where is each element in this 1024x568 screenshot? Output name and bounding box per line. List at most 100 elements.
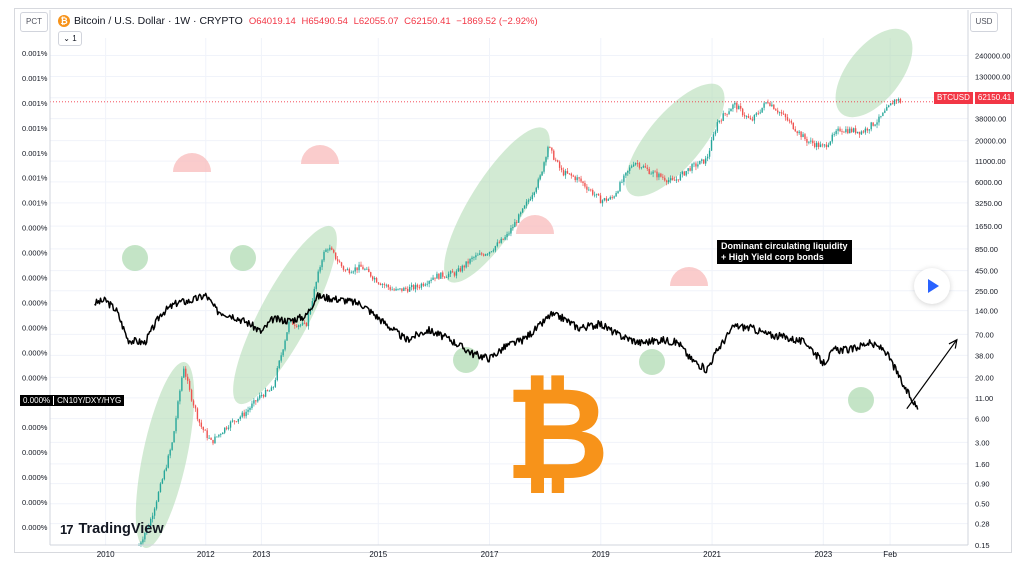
btc-candle [860, 131, 863, 135]
btc-candle [521, 208, 524, 213]
currency-button[interactable]: USD [970, 12, 998, 32]
btc-candle [570, 173, 573, 176]
btc-candle [732, 104, 734, 109]
btc-candle [829, 141, 831, 145]
btc-candle [582, 181, 584, 183]
btc-candle [229, 421, 232, 428]
btc-candle [673, 179, 676, 181]
btc-candle [716, 122, 719, 132]
btc-candle [216, 436, 218, 438]
btc-candle [173, 431, 175, 443]
symbol-header: ₿ Bitcoin / U.S. Dollar · 1W · CRYPTO O6… [58, 14, 541, 28]
btc-candle [479, 253, 481, 255]
btc-candle [338, 261, 341, 263]
btc-candle [175, 418, 177, 432]
left-axis-tick: 0.000% [22, 348, 48, 357]
x-axis-tick: 2013 [253, 550, 271, 559]
btc-candle [498, 242, 500, 244]
btc-candle [377, 282, 380, 284]
btc-candle [578, 177, 580, 179]
btc-candle [395, 288, 397, 291]
right-axis-tick: 6000.00 [975, 178, 1002, 187]
btc-candle [481, 253, 483, 255]
btc-candle [703, 159, 705, 164]
btc-candle [146, 527, 148, 534]
btc-candle [183, 368, 185, 378]
btc-candle [815, 142, 818, 147]
btc-candle [780, 112, 783, 114]
btc-candle [621, 181, 623, 183]
btc-candle [771, 104, 773, 107]
btc-candle [650, 173, 652, 175]
btc-candle [736, 102, 738, 110]
btc-candle [301, 322, 304, 325]
btc-candle [350, 272, 352, 274]
btc-candle [315, 281, 317, 289]
btc-candle [426, 283, 428, 285]
right-axis-tick: 38.00 [975, 351, 994, 360]
btc-candle [159, 483, 162, 492]
btc-candle [272, 386, 275, 388]
btc-candle [817, 142, 820, 147]
btc-candle [796, 131, 798, 134]
replay-play-button[interactable] [914, 268, 950, 304]
btc-candle [373, 278, 376, 280]
btc-candle [488, 251, 491, 254]
btc-candle [613, 196, 615, 198]
btc-candle [660, 173, 662, 177]
btc-candle [833, 133, 835, 135]
btc-candle [235, 421, 238, 423]
btc-candle [389, 287, 391, 290]
btc-candle [461, 265, 463, 272]
red-zone-peak [516, 215, 554, 234]
btc-candle [891, 103, 894, 105]
btc-candle [825, 144, 828, 148]
btc-candle [200, 422, 203, 427]
btc-candle [165, 467, 167, 471]
symbol-title[interactable]: Bitcoin / U.S. Dollar · 1W · CRYPTO [74, 15, 243, 27]
btc-candle [878, 116, 880, 123]
left-axis-tick: 0.000% [22, 323, 48, 332]
btc-candle [845, 129, 847, 133]
right-axis-tick: 70.00 [975, 330, 994, 339]
btc-candle [827, 144, 830, 148]
btc-candle [151, 515, 154, 519]
btc-candle [580, 178, 582, 182]
btc-candle [726, 113, 728, 115]
interval-value: 1 [72, 34, 77, 43]
btc-candle [438, 273, 440, 279]
btc-candle [309, 308, 312, 314]
btc-candle [740, 105, 742, 109]
btc-candle [356, 267, 358, 271]
interval-toggle[interactable]: ⌄ 1 [58, 31, 82, 46]
pct-scale-button[interactable]: PCT [20, 12, 48, 32]
btc-candle [451, 271, 454, 273]
btc-candle [518, 214, 520, 223]
btc-candle [658, 173, 660, 178]
btc-candle [854, 128, 857, 134]
annotation-label: Dominant circulating liquidity + High Yi… [717, 240, 852, 264]
btc-candle [436, 273, 438, 279]
btc-candle [412, 285, 415, 290]
btc-candle [465, 261, 467, 268]
btc-candle [403, 287, 405, 291]
btc-candle [463, 265, 465, 268]
btc-candle [615, 193, 617, 197]
btc-candle [656, 171, 658, 178]
tradingview-logo: 17 TradingView [60, 521, 164, 537]
btc-candle [543, 162, 545, 172]
btc-candle [286, 332, 288, 341]
btc-candle [886, 107, 888, 111]
btc-candle [667, 180, 670, 183]
btc-candle [712, 134, 715, 140]
btc-candle [555, 159, 557, 161]
btc-candle [223, 427, 226, 433]
btc-candle [220, 434, 222, 435]
btc-candle [741, 108, 744, 116]
btc-candle [533, 192, 536, 196]
btc-candle [662, 176, 664, 178]
btc-candle [720, 120, 722, 122]
btc-candle [899, 99, 902, 103]
green-zone-low [122, 245, 148, 271]
